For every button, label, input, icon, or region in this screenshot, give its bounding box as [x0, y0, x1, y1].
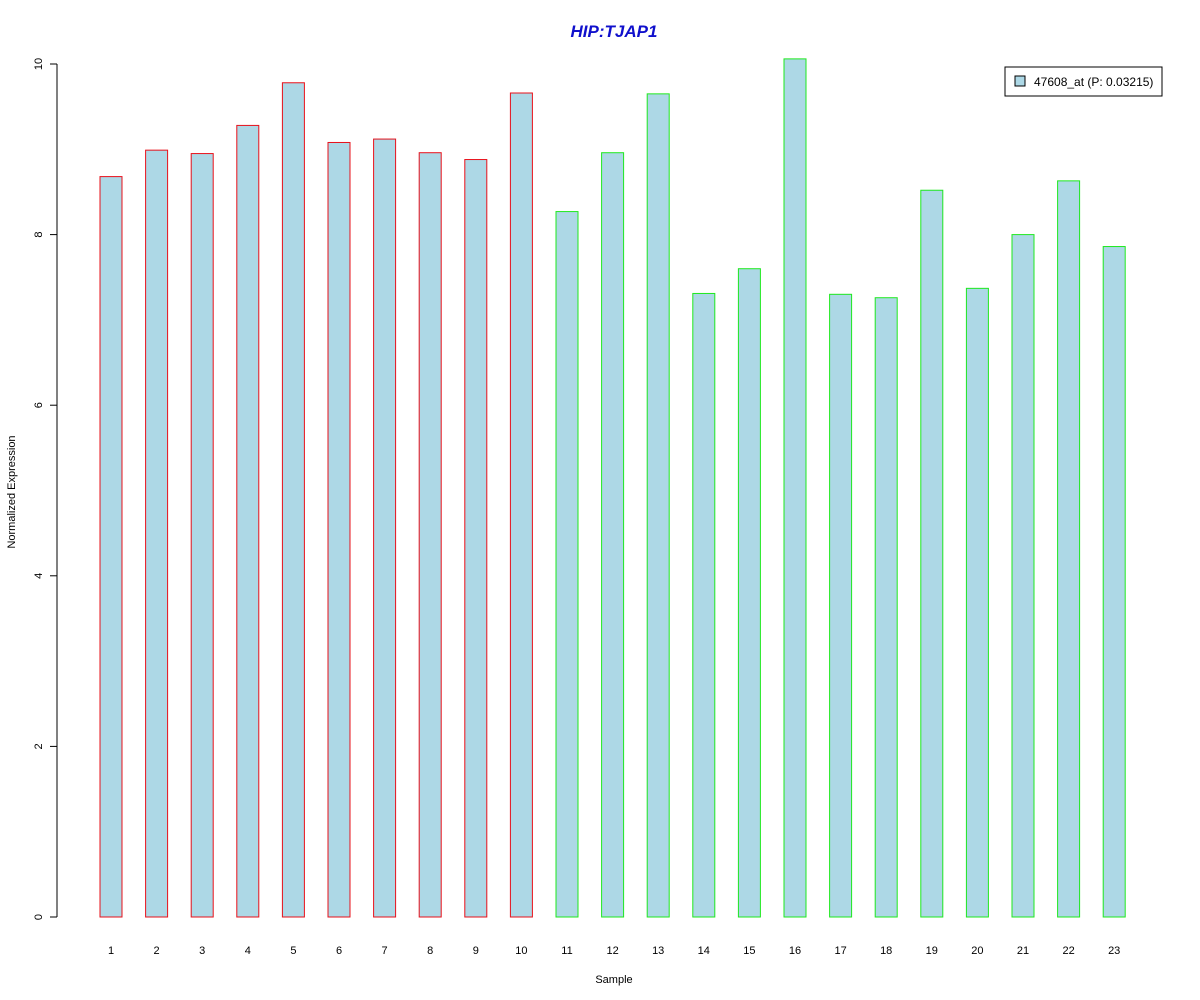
bar-sample-23: [1102, 246, 1126, 918]
x-tick-label-15: 15: [743, 945, 755, 957]
bar-sample-22: [1057, 180, 1081, 918]
legend-swatch: [1014, 75, 1026, 87]
x-tick-label-9: 9: [473, 945, 479, 957]
chart-title: HIP:TJAP1: [571, 22, 658, 41]
y-tick-label-10: 10: [33, 58, 45, 70]
x-tick-label-16: 16: [789, 945, 801, 957]
bar-sample-11: [555, 211, 579, 918]
x-tick-label-11: 11: [561, 945, 572, 957]
x-tick-label-20: 20: [971, 945, 983, 957]
bar-sample-1: [99, 176, 123, 918]
bar-sample-21: [1011, 234, 1035, 918]
bar-sample-16: [783, 58, 807, 918]
y-axis: 0 2 4 6 8 10: [33, 58, 58, 920]
y-tick-label-2: 2: [33, 743, 45, 749]
bar-sample-18: [874, 297, 898, 918]
x-axis-label: Sample: [595, 974, 632, 986]
y-tick-label-0: 0: [33, 914, 45, 920]
bar-sample-6: [327, 141, 351, 918]
x-tick-label-7: 7: [382, 945, 388, 957]
x-tick-label-23: 23: [1108, 945, 1120, 957]
legend-label: 47608_at (P: 0.03215): [1034, 75, 1153, 89]
bars: [99, 58, 1126, 918]
bar-sample-20: [965, 287, 989, 918]
y-tick-label-8: 8: [33, 232, 45, 238]
x-tick-label-10: 10: [515, 945, 527, 957]
x-tick-labels: 1 2 3 4 5 6 7 8 9 10 11 12 13 14 15 16 17 18 19 20 21 22 23: [108, 945, 1120, 957]
bar-sample-4: [236, 124, 260, 918]
bar-sample-3: [190, 153, 214, 918]
bar-sample-5: [281, 82, 305, 918]
x-tick-label-19: 19: [926, 945, 938, 957]
bar-sample-17: [829, 293, 853, 918]
bar-sample-8: [418, 152, 442, 918]
bar-sample-14: [692, 292, 716, 918]
y-tick-label-4: 4: [33, 573, 45, 579]
x-tick-label-1: 1: [108, 945, 114, 957]
legend-box: [1004, 66, 1163, 97]
x-tick-label-2: 2: [154, 945, 160, 957]
y-axis-label: Normalized Expression: [6, 435, 18, 548]
x-tick-label-6: 6: [336, 945, 342, 957]
bar-sample-7: [373, 138, 397, 918]
x-tick-label-18: 18: [880, 945, 892, 957]
bar-sample-19: [920, 189, 944, 918]
bar-sample-2: [145, 149, 169, 918]
bar-sample-10: [509, 92, 533, 918]
x-tick-label-8: 8: [427, 945, 433, 957]
y-tick-label-6: 6: [33, 402, 45, 408]
x-tick-label-5: 5: [290, 945, 296, 957]
x-tick-label-13: 13: [652, 945, 664, 957]
x-tick-label-17: 17: [834, 945, 846, 957]
x-tick-label-14: 14: [698, 945, 710, 957]
bar-sample-12: [601, 152, 625, 918]
x-tick-label-4: 4: [245, 945, 251, 957]
bar-sample-9: [464, 159, 488, 918]
x-tick-label-3: 3: [199, 945, 205, 957]
x-tick-label-21: 21: [1017, 945, 1029, 957]
x-tick-label-12: 12: [606, 945, 618, 957]
bar-sample-13: [646, 93, 670, 918]
bar-sample-15: [737, 268, 761, 918]
legend: 47608_at (P: 0.03215): [1004, 66, 1163, 97]
x-tick-label-22: 22: [1062, 945, 1074, 957]
